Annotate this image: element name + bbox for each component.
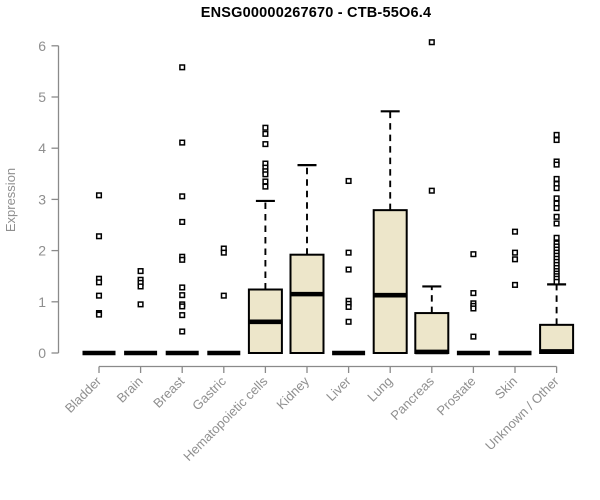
outlier-point xyxy=(262,141,269,148)
outlier-point xyxy=(95,311,103,318)
outlier-point xyxy=(179,139,186,146)
y-tick-label: 3 xyxy=(38,191,46,207)
outlier-point xyxy=(262,183,269,190)
boxplot-prostate xyxy=(456,251,490,356)
outlier-point xyxy=(345,318,352,325)
boxplot-breast xyxy=(165,64,199,356)
outlier-point xyxy=(553,213,560,220)
outlier-point xyxy=(262,130,269,137)
outlier-point xyxy=(137,301,144,308)
outlier-point xyxy=(470,251,477,258)
outlier-point xyxy=(95,279,103,286)
outlier-point xyxy=(553,220,560,227)
y-tick-label: 1 xyxy=(38,294,46,310)
outlier-point xyxy=(220,292,227,299)
iqr-box xyxy=(372,209,408,354)
outlier-point xyxy=(511,256,519,263)
boxplot-liver xyxy=(332,177,366,356)
outlier-point xyxy=(179,303,186,310)
boxplot-unknown-other xyxy=(539,131,575,354)
chart-title: ENSG00000267670 - CTB-55O6.4 xyxy=(200,5,432,21)
outlier-point xyxy=(553,161,560,168)
outlier-point xyxy=(553,185,560,192)
outlier-point xyxy=(95,292,103,299)
outlier-point xyxy=(428,187,435,194)
x-tick-label: Bladder xyxy=(62,373,105,416)
outlier-point xyxy=(470,333,477,340)
outlier-point xyxy=(262,171,269,178)
outlier-point xyxy=(511,228,519,235)
outlier-point xyxy=(179,256,186,263)
outlier-point xyxy=(553,175,560,182)
outlier-point xyxy=(179,193,186,200)
y-tick-label: 5 xyxy=(38,89,46,105)
outlier-point xyxy=(553,234,560,241)
outlier-point xyxy=(553,278,560,285)
outlier-point xyxy=(553,131,560,138)
outlier-point xyxy=(511,249,519,256)
boxplot-brain xyxy=(124,268,158,356)
outlier-point xyxy=(345,266,352,273)
x-tick-label: Kidney xyxy=(273,373,312,412)
outlier-point xyxy=(179,328,186,335)
outlier-point xyxy=(345,177,352,185)
outlier-point xyxy=(179,284,186,291)
outlier-point xyxy=(345,303,352,310)
outlier-point xyxy=(511,281,519,288)
boxplot-skin xyxy=(498,228,532,356)
x-tick-label: Gastric xyxy=(189,373,229,413)
outlier-point xyxy=(345,249,352,256)
boxplot-kidney xyxy=(289,163,325,354)
outlier-point xyxy=(470,305,477,312)
x-tick-label: Brain xyxy=(114,374,146,406)
iqr-box xyxy=(289,253,325,354)
x-tick-label: Liver xyxy=(323,373,354,404)
x-tick-label: Unknown / Other xyxy=(482,373,562,453)
outlier-point xyxy=(553,205,560,212)
x-tick-label: Pancreas xyxy=(387,373,437,423)
outlier-point xyxy=(262,124,269,131)
boxplot-pancreas xyxy=(414,39,450,355)
outlier-point xyxy=(553,136,560,144)
x-tick-label: Prostate xyxy=(434,374,479,419)
outlier-point xyxy=(553,195,560,202)
x-tick-label: Skin xyxy=(492,374,520,402)
outlier-point xyxy=(95,192,103,199)
outlier-point xyxy=(179,312,186,319)
outlier-point xyxy=(137,283,144,290)
iqr-box xyxy=(414,312,450,354)
y-tick-label: 6 xyxy=(38,38,46,54)
outlier-point xyxy=(428,39,435,46)
boxplot-bladder xyxy=(82,192,116,356)
boxplot-hematopoietic-cells xyxy=(247,124,283,354)
outlier-point xyxy=(179,218,186,225)
outlier-point xyxy=(179,292,186,299)
x-tick-label: Breast xyxy=(150,373,187,410)
iqr-box xyxy=(539,323,575,354)
outlier-point xyxy=(137,268,144,275)
y-tick-label: 0 xyxy=(38,345,46,361)
outlier-point xyxy=(262,178,269,185)
outlier-point xyxy=(220,249,227,256)
y-tick-label: 4 xyxy=(38,140,46,156)
y-tick-label: 2 xyxy=(38,243,46,259)
boxplot-gastric xyxy=(207,245,241,356)
boxplot-lung xyxy=(372,110,408,354)
outlier-point xyxy=(95,233,103,240)
x-tick-label: Lung xyxy=(364,374,395,405)
outlier-point xyxy=(179,64,186,71)
outlier-point xyxy=(470,290,477,297)
